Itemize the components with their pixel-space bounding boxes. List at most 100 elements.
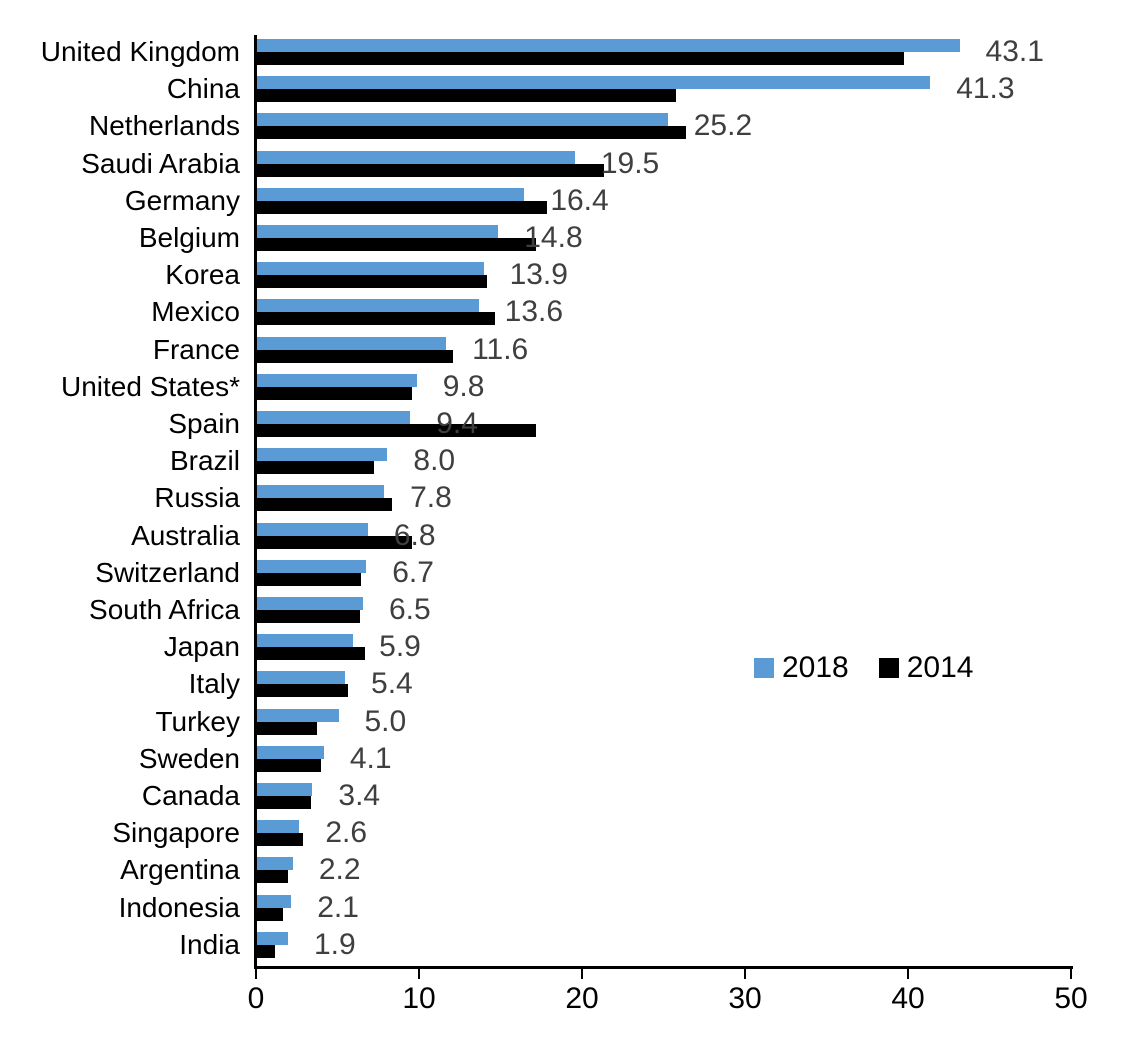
bar-2018 bbox=[257, 39, 960, 52]
bar-2018 bbox=[257, 262, 484, 276]
bar-2018 bbox=[257, 336, 447, 350]
bar-2018 bbox=[257, 150, 575, 164]
value-label: 8.0 bbox=[413, 444, 456, 478]
bar-2018 bbox=[257, 783, 313, 796]
value-label: 9.4 bbox=[436, 407, 478, 440]
x-tick-label: 30 bbox=[728, 982, 762, 1015]
category-label: United Kingdom bbox=[40, 36, 240, 67]
bar-2014 bbox=[257, 796, 311, 809]
category-label: Brazil bbox=[169, 445, 240, 477]
value-label: 7.8 bbox=[410, 481, 452, 515]
category-label: Germany bbox=[124, 184, 240, 216]
bar-2014 bbox=[257, 126, 686, 140]
bar-2018 bbox=[257, 299, 479, 313]
bar-2018 bbox=[257, 597, 363, 610]
category-label: Canada bbox=[141, 780, 240, 811]
bar-2018 bbox=[257, 745, 324, 759]
x-tick-mark bbox=[581, 969, 583, 979]
bar-2018 bbox=[257, 448, 388, 462]
x-tick-label: 10 bbox=[402, 982, 436, 1015]
category-label: Korea bbox=[165, 259, 240, 291]
x-axis-line bbox=[254, 966, 1073, 969]
x-tick-label: 50 bbox=[1054, 982, 1088, 1015]
category-label: Italy bbox=[188, 668, 240, 700]
bar-2014 bbox=[257, 721, 318, 735]
x-tick-mark bbox=[255, 969, 257, 979]
category-label: Belgium bbox=[138, 222, 240, 253]
x-tick-mark bbox=[907, 969, 909, 979]
value-label: 14.8 bbox=[524, 221, 583, 254]
bar-2014 bbox=[257, 89, 676, 103]
bar-2014 bbox=[257, 758, 321, 772]
category-label: China bbox=[166, 73, 240, 105]
category-label: Sweden bbox=[138, 742, 240, 774]
bar-2018 bbox=[257, 931, 288, 945]
category-label: Turkey bbox=[155, 705, 240, 737]
value-label: 25.2 bbox=[693, 109, 753, 143]
category-label: Australia bbox=[131, 519, 240, 551]
category-label: India bbox=[179, 928, 240, 960]
bar-2014 bbox=[257, 424, 536, 437]
value-label: 9.8 bbox=[442, 369, 485, 403]
category-label: Argentina bbox=[120, 854, 240, 886]
bar-2018 bbox=[257, 411, 411, 424]
bar-2014 bbox=[257, 349, 453, 363]
value-label: 6.8 bbox=[393, 518, 436, 552]
category-label: Switzerland bbox=[95, 556, 240, 588]
bar-2018 bbox=[257, 559, 367, 573]
bar-2014 bbox=[257, 572, 362, 586]
bar-2014 bbox=[257, 312, 495, 326]
value-label: 11.6 bbox=[472, 332, 529, 366]
bar-2018 bbox=[257, 634, 354, 648]
value-label: 2.2 bbox=[318, 853, 361, 887]
bar-2018 bbox=[257, 187, 525, 201]
value-label: 43.1 bbox=[985, 35, 1044, 68]
bar-2014 bbox=[257, 833, 303, 847]
bar-2014 bbox=[257, 647, 365, 661]
bar-2014 bbox=[257, 684, 349, 698]
value-label: 13.9 bbox=[509, 258, 568, 292]
bar-2018 bbox=[257, 820, 300, 834]
category-label: South Africa bbox=[89, 594, 240, 625]
bar-2014 bbox=[257, 200, 548, 214]
category-label: Indonesia bbox=[118, 891, 240, 923]
value-label: 6.7 bbox=[392, 555, 434, 589]
y-axis-line bbox=[254, 35, 257, 969]
category-label: Netherlands bbox=[89, 110, 240, 142]
bar-2014 bbox=[257, 52, 905, 65]
value-label: 5.9 bbox=[379, 630, 421, 664]
value-label: 4.1 bbox=[349, 741, 392, 775]
bar-2014 bbox=[257, 498, 393, 512]
bar-2018 bbox=[257, 671, 346, 685]
value-label: 2.6 bbox=[325, 816, 368, 850]
value-label: 41.3 bbox=[956, 72, 1015, 106]
bar-2014 bbox=[257, 238, 536, 251]
bar-2018 bbox=[257, 708, 339, 722]
value-label: 5.4 bbox=[371, 667, 413, 701]
category-label: Mexico bbox=[151, 296, 240, 328]
category-label: Japan bbox=[163, 631, 240, 663]
bar-2014 bbox=[257, 944, 275, 958]
x-tick-label: 40 bbox=[891, 982, 925, 1015]
value-label: 6.5 bbox=[388, 593, 431, 626]
x-tick-label: 20 bbox=[565, 982, 599, 1015]
value-label: 2.1 bbox=[317, 890, 359, 924]
legend: 2018 2014 bbox=[754, 652, 974, 684]
category-label: Spain bbox=[168, 408, 240, 439]
bar-2014 bbox=[257, 870, 288, 884]
legend-label-2014: 2014 bbox=[906, 651, 974, 684]
legend-swatch-2018 bbox=[754, 658, 774, 678]
category-label: Saudi Arabia bbox=[81, 147, 240, 179]
bar-2014 bbox=[257, 163, 605, 177]
bar-2018 bbox=[257, 522, 368, 536]
bar-2014 bbox=[257, 907, 284, 921]
bar-2018 bbox=[257, 113, 668, 127]
x-tick-mark bbox=[744, 969, 746, 979]
category-label: Singapore bbox=[112, 817, 240, 849]
category-label: United States* bbox=[61, 370, 240, 402]
bar-2018 bbox=[257, 894, 292, 908]
bar-2014 bbox=[257, 610, 360, 623]
bar-2014 bbox=[257, 461, 375, 475]
bar-2018 bbox=[257, 225, 499, 238]
